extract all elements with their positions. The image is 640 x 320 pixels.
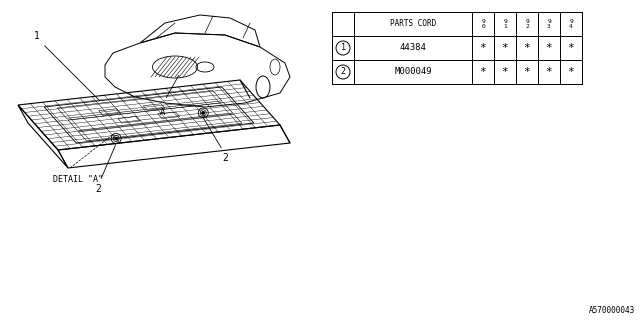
Text: *: *: [502, 67, 508, 77]
Text: 1: 1: [340, 44, 346, 52]
Text: *: *: [546, 67, 552, 77]
Text: 9
3: 9 3: [547, 19, 551, 29]
Text: 2: 2: [95, 185, 101, 195]
Text: A570000043: A570000043: [589, 306, 635, 315]
Text: *: *: [502, 43, 508, 53]
Text: M000049: M000049: [394, 68, 432, 76]
Text: 1: 1: [34, 31, 40, 41]
Text: 2: 2: [222, 153, 228, 163]
Text: *: *: [546, 43, 552, 53]
Text: 9
4: 9 4: [569, 19, 573, 29]
Text: 44384: 44384: [399, 44, 426, 52]
Text: PARTS CORD: PARTS CORD: [390, 20, 436, 28]
Text: A: A: [160, 108, 166, 117]
Circle shape: [115, 137, 118, 140]
Circle shape: [202, 111, 205, 114]
Text: *: *: [568, 43, 574, 53]
Text: 9
1: 9 1: [503, 19, 507, 29]
Text: *: *: [479, 67, 486, 77]
Text: *: *: [479, 43, 486, 53]
Text: *: *: [524, 43, 531, 53]
Text: *: *: [524, 67, 531, 77]
Text: DETAIL "A": DETAIL "A": [53, 175, 103, 185]
Text: 9
2: 9 2: [525, 19, 529, 29]
Text: *: *: [568, 67, 574, 77]
Text: 2: 2: [340, 68, 346, 76]
Text: 9
0: 9 0: [481, 19, 485, 29]
